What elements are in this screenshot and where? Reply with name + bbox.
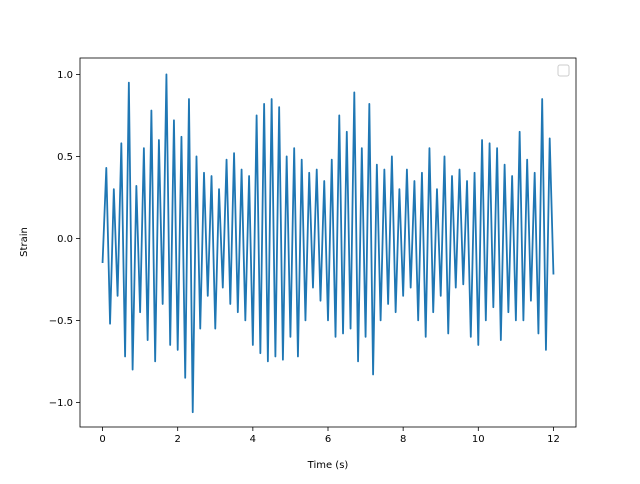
x-tick-label: 0: [99, 434, 105, 445]
x-tick-label: 4: [250, 434, 256, 445]
y-axis-ticks: −1.0 −0.5 0.0 0.5 1.0: [49, 70, 80, 409]
x-tick-label: 12: [547, 434, 560, 445]
series-line-0: [101, 73, 555, 414]
x-tick-label: 10: [472, 434, 485, 445]
y-tick-label: 0.5: [57, 152, 73, 163]
x-tick-label: 8: [400, 434, 406, 445]
y-tick-label: −1.0: [49, 398, 73, 409]
x-axis-label: Time (s): [307, 460, 349, 471]
series-layer: [101, 73, 555, 414]
legend-box[interactable]: [557, 64, 570, 77]
y-tick-label: −0.5: [49, 316, 73, 327]
x-tick-label: 2: [175, 434, 181, 445]
y-tick-label: 0.0: [57, 234, 73, 245]
y-tick-label: 1.0: [57, 70, 73, 81]
y-axis-label: Strain: [19, 227, 30, 257]
x-tick-label: 6: [325, 434, 331, 445]
x-axis-ticks: 0 2 4 6 8 10 12: [99, 427, 560, 445]
